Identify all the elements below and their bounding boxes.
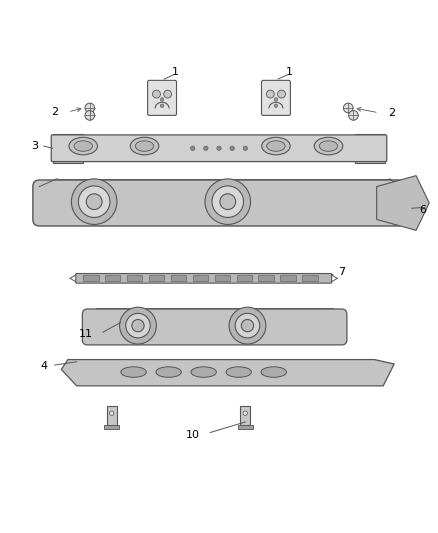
FancyBboxPatch shape [82, 309, 347, 345]
Text: 6: 6 [419, 205, 426, 215]
Circle shape [205, 179, 251, 224]
Text: 4: 4 [40, 361, 47, 372]
Bar [215, 275, 230, 281]
Bar [104, 425, 119, 429]
Circle shape [152, 90, 160, 98]
Text: 7: 7 [338, 266, 345, 277]
Polygon shape [61, 360, 394, 386]
FancyBboxPatch shape [148, 80, 177, 115]
Bar [83, 275, 99, 281]
Ellipse shape [69, 138, 97, 155]
Circle shape [212, 186, 244, 217]
Ellipse shape [121, 367, 146, 377]
Circle shape [278, 90, 286, 98]
Circle shape [110, 411, 114, 415]
Bar [258, 275, 274, 281]
Text: 1: 1 [286, 67, 293, 77]
Bar [107, 406, 117, 425]
Circle shape [235, 313, 260, 338]
Bar [53, 134, 83, 163]
Text: 10: 10 [186, 430, 200, 440]
Ellipse shape [319, 141, 338, 151]
Circle shape [217, 146, 221, 150]
Circle shape [120, 307, 156, 344]
Circle shape [241, 319, 254, 332]
FancyBboxPatch shape [76, 273, 332, 283]
Ellipse shape [74, 141, 92, 151]
Ellipse shape [135, 141, 154, 151]
FancyBboxPatch shape [261, 80, 290, 115]
Circle shape [243, 411, 247, 415]
Text: 1: 1 [172, 67, 179, 77]
Bar [240, 406, 250, 425]
Bar [280, 275, 296, 281]
Circle shape [132, 319, 144, 332]
Bar [171, 275, 186, 281]
Bar [127, 275, 142, 281]
Bar [355, 134, 385, 163]
Ellipse shape [261, 138, 290, 155]
Circle shape [78, 186, 110, 217]
Circle shape [229, 307, 266, 344]
Bar [193, 275, 208, 281]
Bar [302, 275, 318, 281]
FancyBboxPatch shape [33, 180, 405, 226]
Text: 3: 3 [32, 141, 39, 151]
Circle shape [220, 194, 236, 209]
Bar [149, 275, 164, 281]
Text: 2: 2 [389, 108, 396, 118]
Circle shape [204, 146, 208, 150]
Ellipse shape [131, 138, 159, 155]
Circle shape [160, 104, 164, 108]
Circle shape [85, 110, 95, 120]
Circle shape [349, 110, 358, 120]
Ellipse shape [226, 367, 251, 377]
Circle shape [164, 90, 172, 98]
Circle shape [160, 98, 164, 101]
Polygon shape [377, 175, 429, 230]
Circle shape [274, 104, 278, 108]
Circle shape [126, 313, 150, 338]
Bar [238, 425, 253, 429]
Circle shape [266, 90, 274, 98]
Circle shape [85, 103, 95, 113]
FancyBboxPatch shape [51, 135, 387, 161]
Text: 11: 11 [78, 329, 92, 340]
Ellipse shape [314, 138, 343, 155]
Circle shape [71, 179, 117, 224]
Text: 2: 2 [51, 107, 58, 117]
Ellipse shape [261, 367, 286, 377]
Bar [105, 275, 120, 281]
Circle shape [343, 103, 353, 113]
Circle shape [191, 146, 195, 150]
Ellipse shape [156, 367, 181, 377]
Bar [237, 275, 252, 281]
Circle shape [243, 146, 247, 150]
Circle shape [230, 146, 234, 150]
Ellipse shape [267, 141, 285, 151]
Ellipse shape [191, 367, 216, 377]
Circle shape [86, 194, 102, 209]
Circle shape [274, 98, 278, 101]
